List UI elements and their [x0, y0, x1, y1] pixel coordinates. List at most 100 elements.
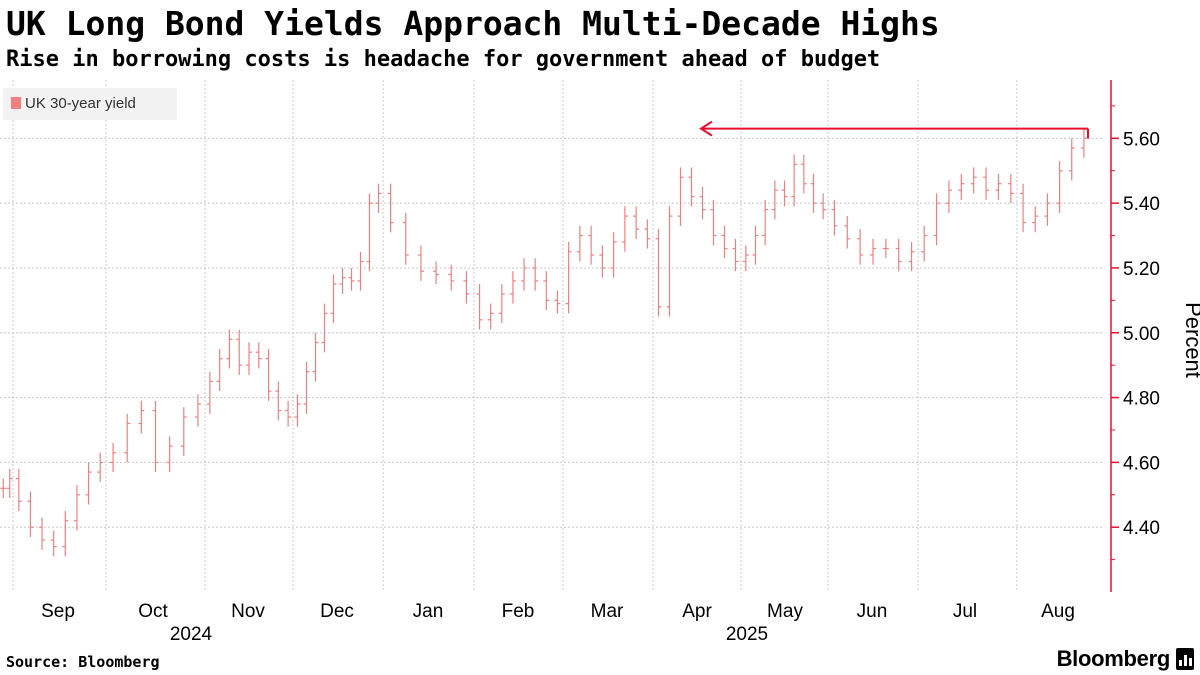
y-tick-label: 5.00: [1123, 324, 1160, 345]
series-bars: [0, 128, 1087, 557]
ohlc-bar: [610, 232, 617, 278]
ohlc-bar: [1068, 138, 1075, 181]
ohlc-bar: [762, 199, 769, 246]
ohlc-bar: [633, 206, 640, 239]
ohlc-bar: [710, 199, 717, 246]
ohlc-bar: [970, 167, 977, 194]
ohlc-bar: [1032, 206, 1039, 233]
y-tick-label: 5.40: [1123, 194, 1160, 215]
y-tick-label: 4.80: [1123, 389, 1160, 410]
legend-background: [3, 88, 177, 120]
ohlc-bar: [752, 225, 759, 265]
ohlc-bar: [97, 452, 104, 482]
ohlc-bar: [1080, 128, 1087, 158]
ohlc-bar: [588, 225, 595, 265]
x-tick-label: Oct: [138, 601, 168, 622]
ohlc-bar: [27, 491, 34, 537]
ohlc-bar: [882, 238, 889, 259]
ohlc-bar: [110, 442, 117, 473]
ohlc-bar: [498, 284, 505, 324]
grid-lines: [0, 80, 1103, 592]
y-tick-label: 4.60: [1123, 453, 1160, 474]
y-axis-label: Percent: [1181, 302, 1200, 378]
year-label: 2024: [170, 624, 213, 645]
ohlc-bar: [995, 173, 1002, 200]
ohlc-bar: [476, 284, 483, 330]
ohlc-bar: [921, 225, 928, 262]
ohlc-bar: [933, 193, 940, 246]
ohlc-bar: [433, 261, 440, 285]
ohlc-bar: [666, 206, 673, 317]
ohlc-bar: [576, 225, 583, 262]
ohlc-bar: [50, 530, 57, 557]
chart-plot: 4.40 4.60 4.80 5.00 5.20 5.40 5.60 Sep Oct Nov De…: [0, 80, 1200, 645]
ohlc-bar: [554, 290, 561, 314]
legend-swatch: [11, 97, 21, 109]
ohlc-bar: [1044, 193, 1051, 226]
ohlc-bar: [844, 216, 851, 249]
ohlc-bar: [771, 180, 778, 220]
y-tick-label: 5.20: [1123, 259, 1160, 280]
brand-name: Bloomberg: [1056, 646, 1171, 671]
year-label: 2025: [726, 624, 768, 645]
ohlc-bar: [236, 329, 243, 375]
ohlc-bar: [275, 381, 282, 421]
x-axis: Sep Oct Nov Dec Jan Feb Mar Apr May Jun Jul Aug 2024…: [41, 601, 1075, 645]
legend-label: UK 30-year yield: [25, 95, 136, 112]
ohlc-bar: [417, 245, 424, 281]
ohlc-bar: [487, 303, 494, 330]
y-tick-label: 4.40: [1123, 518, 1160, 539]
ohlc-bar: [339, 267, 346, 294]
ohlc-bar: [655, 229, 662, 317]
ohlc-bar: [366, 193, 373, 272]
ohlc-bar: [509, 271, 516, 304]
y-tick-label: 5.60: [1123, 129, 1160, 150]
ohlc-bar: [742, 245, 749, 272]
ohlc-bar: [820, 193, 827, 220]
x-tick-label: Aug: [1041, 601, 1075, 622]
ohlc-bar: [15, 468, 22, 511]
ohlc-bar: [402, 212, 409, 265]
ohlc-bar: [721, 225, 728, 259]
ohlc-bar: [375, 183, 382, 213]
ohlc-bar: [448, 264, 455, 291]
ohlc-bar: [895, 238, 902, 272]
ohlc-bar: [532, 258, 539, 291]
ohlc-bar: [39, 517, 46, 550]
ohlc-bar: [1056, 161, 1063, 213]
ohlc-bar: [908, 242, 915, 272]
ohlc-bar: [387, 183, 394, 233]
ohlc-bar: [699, 186, 706, 220]
ohlc-bar: [599, 245, 606, 278]
x-tick-label: Mar: [591, 601, 624, 622]
ohlc-bar: [688, 167, 695, 207]
ohlc-bar: [138, 400, 145, 434]
ohlc-bar: [180, 407, 187, 456]
x-tick-label: May: [767, 601, 803, 622]
ohlc-bar: [621, 206, 628, 252]
ohlc-bar: [677, 167, 684, 226]
chart-subtitle: Rise in borrowing costs is headache for …: [6, 47, 881, 72]
ohlc-bar: [312, 332, 319, 382]
ohlc-bar: [463, 271, 470, 304]
brand-logo: Bloomberg: [1057, 646, 1194, 672]
ohlc-bar: [800, 154, 807, 194]
x-tick-label: Nov: [231, 601, 265, 622]
ohlc-bar: [543, 271, 550, 311]
x-tick-label: Jun: [857, 601, 888, 622]
annotation-arrowhead: [699, 120, 713, 137]
ohlc-bar: [958, 173, 965, 200]
legend: UK 30-year yield: [3, 88, 177, 120]
ohlc-bar: [810, 173, 817, 213]
ohlc-bar: [0, 478, 7, 499]
ohlc-bar: [644, 219, 651, 249]
ohlc-bar: [152, 400, 159, 473]
ohlc-bar: [166, 436, 173, 473]
ohlc-bar: [255, 342, 262, 369]
x-tick-label: Dec: [320, 601, 354, 622]
ohlc-bar: [521, 258, 528, 291]
ohlc-bar: [265, 348, 272, 401]
bloomberg-terminal-icon: [1176, 648, 1194, 670]
ohlc-bar: [870, 238, 876, 265]
ohlc-bar: [321, 303, 328, 353]
